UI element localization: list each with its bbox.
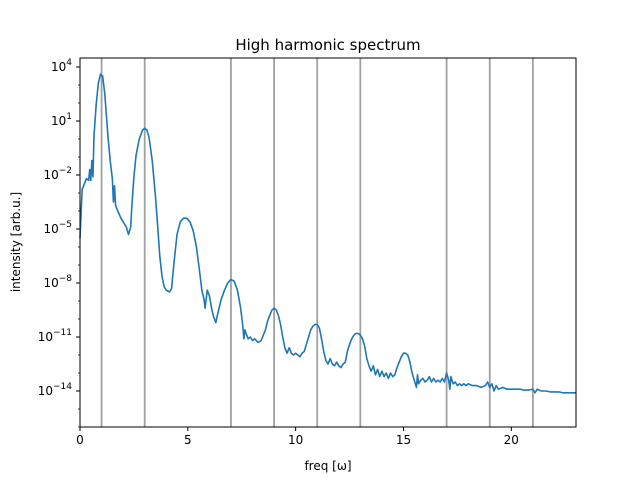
- x-tick-label: 20: [504, 433, 519, 447]
- y-tick-label: 10−11: [38, 328, 72, 344]
- x-tick-label: 15: [396, 433, 411, 447]
- y-tick-label: 10−14: [38, 382, 73, 398]
- x-ticks: 0 5 10 15 20: [76, 427, 519, 447]
- x-tick-label: 5: [184, 433, 192, 447]
- spectrum-series-line: [79, 73, 576, 394]
- y-tick-label: 104: [51, 58, 72, 74]
- plot-frame: [79, 57, 577, 428]
- chart-title: High harmonic spectrum: [235, 36, 420, 54]
- y-axis-label: intensity [arb.u.]: [9, 192, 23, 292]
- x-axis-label: freq [ω]: [304, 459, 351, 473]
- x-tick-label: 10: [288, 433, 303, 447]
- x-tick-label: 0: [76, 433, 84, 447]
- series-group: [79, 73, 576, 394]
- y-tick-label: 10−2: [43, 166, 72, 182]
- harmonic-lines: [100, 58, 534, 427]
- y-tick-label: 10−8: [43, 274, 72, 290]
- y-tick-label: 101: [51, 112, 72, 128]
- y-ticks: 10−14 10−11 10−8 10−5 10−2 101 104: [38, 58, 80, 428]
- y-tick-label: 10−5: [43, 220, 72, 236]
